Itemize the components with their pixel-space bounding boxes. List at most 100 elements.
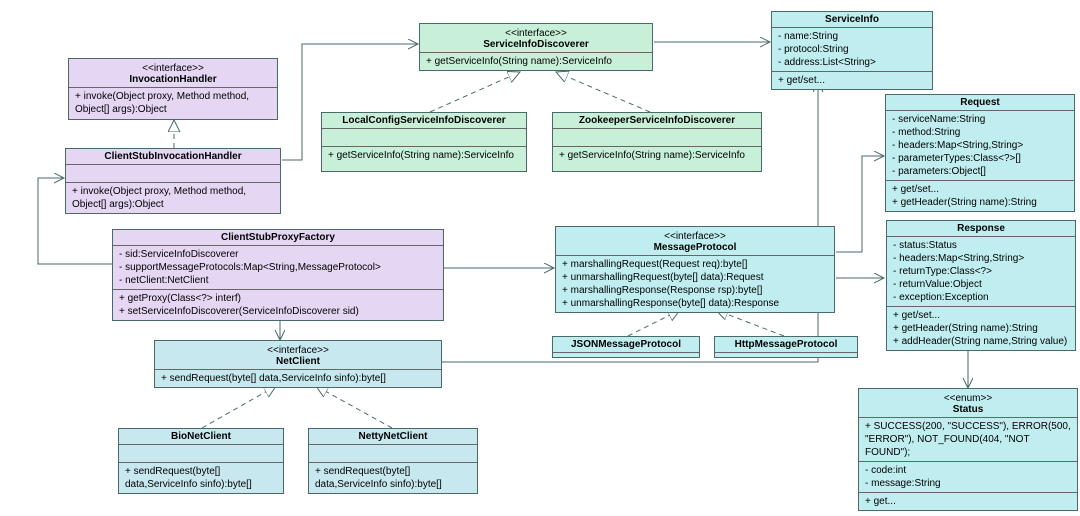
uml-section: + getProxy(Class<?> interf)+ setServiceI… <box>113 290 443 320</box>
uml-class-httpMessageProtocol: HttpMessageProtocol <box>714 336 858 358</box>
uml-member: - parameterTypes:Class<?>[] <box>892 152 1068 165</box>
uml-class-messageProtocol: <<interface>>MessageProtocol+ marshallin… <box>555 226 835 313</box>
uml-title: HttpMessageProtocol <box>715 337 857 353</box>
uml-title: <<interface>>ServiceInfoDiscoverer <box>420 24 652 53</box>
uml-section: + getServiceInfo(String name):ServiceInf… <box>553 147 761 164</box>
uml-member: - supportMessageProtocols:Map<String,Mes… <box>119 261 437 274</box>
uml-title: NettyNetClient <box>309 429 477 445</box>
uml-section: + getServiceInfo(String name):ServiceInf… <box>322 147 526 164</box>
uml-member: - code:int <box>865 464 1071 477</box>
uml-member: + invoke(Object proxy, Method method, Ob… <box>75 90 271 116</box>
uml-member: + unmarshallingRequest(byte[] data):Requ… <box>562 271 828 284</box>
uml-section: - name:String- protocol:String- address:… <box>772 28 932 72</box>
uml-member: + setServiceInfoDiscoverer(ServiceInfoDi… <box>119 305 437 318</box>
uml-class-serviceInfo: ServiceInfo - name:String- protocol:Strin… <box>771 11 933 90</box>
uml-section: - serviceName:String- method:String- hea… <box>886 111 1074 181</box>
uml-member: - headers:Map<String,String> <box>892 139 1068 152</box>
uml-title-text: Request <box>892 97 1068 108</box>
uml-title-text: HttpMessageProtocol <box>721 339 851 350</box>
uml-class-zookeeperServiceInfoDiscoverer: ZookeeperServiceInfoDiscoverer + getServ… <box>552 112 762 172</box>
uml-title-text: ZookeeperServiceInfoDiscoverer <box>559 115 755 126</box>
uml-title-text: NetClient <box>161 356 435 367</box>
uml-member <box>125 447 277 460</box>
uml-section <box>322 129 526 147</box>
uml-section: + marshallingRequest(Request req):byte[]… <box>556 256 834 312</box>
uml-title-text: LocalConfigServiceInfoDiscoverer <box>328 115 520 126</box>
uml-member <box>559 131 755 144</box>
uml-member: + sendRequest(byte[] data,ServiceInfo si… <box>161 372 435 385</box>
uml-title: ClientStubProxyFactory <box>113 230 443 246</box>
uml-member: + SUCCESS(200, "SUCCESS"), ERROR(500, "E… <box>865 420 1071 459</box>
uml-section <box>309 445 477 463</box>
uml-member: - address:List<String> <box>778 56 926 69</box>
uml-section: - code:int- message:String <box>859 462 1077 493</box>
uml-member: - netClient:NetClient <box>119 274 437 287</box>
edge-messageProtocol-request <box>836 156 884 252</box>
uml-title: <<enum>>Status <box>859 389 1077 418</box>
uml-member: + getHeader(String name):String <box>892 196 1068 209</box>
uml-member: - method:String <box>892 126 1068 139</box>
uml-title: ClientStubInvocationHandler <box>66 149 280 165</box>
uml-title-text: InvocationHandler <box>75 74 271 85</box>
uml-member: + get... <box>865 495 1071 508</box>
uml-member: + getServiceInfo(String name):ServiceInf… <box>426 55 646 68</box>
uml-section: + SUCCESS(200, "SUCCESS"), ERROR(500, "E… <box>859 418 1077 462</box>
uml-stereotype: <<enum>> <box>865 391 1071 404</box>
uml-member: + getServiceInfo(String name):ServiceInf… <box>559 149 755 162</box>
uml-class-nettyNetClient: NettyNetClient + sendRequest(byte[] data… <box>308 428 478 494</box>
uml-title: BioNetClient <box>119 429 283 445</box>
uml-section: + sendRequest(byte[] data,ServiceInfo si… <box>119 463 283 493</box>
uml-title: JSONMessageProtocol <box>553 337 699 353</box>
uml-section <box>66 165 280 183</box>
uml-member: - headers:Map<String,String> <box>893 252 1069 265</box>
uml-class-invocationHandler: <<interface>>InvocationHandler+ invoke(O… <box>68 58 278 120</box>
edge-localConfigServiceInfoDiscoverer-serviceInfoDiscoverer <box>430 72 520 112</box>
uml-member: - parameters:Object[] <box>892 165 1068 178</box>
edge-zookeeperServiceInfoDiscoverer-serviceInfoDiscoverer <box>556 72 650 112</box>
uml-section: + sendRequest(byte[] data,ServiceInfo si… <box>309 463 477 493</box>
uml-title-text: ClientStubInvocationHandler <box>72 151 274 162</box>
uml-member: - exception:Exception <box>893 291 1069 304</box>
uml-class-request: Request - serviceName:String- method:Stri… <box>885 94 1075 212</box>
uml-title-text: ClientStubProxyFactory <box>119 232 437 243</box>
uml-title: Response <box>887 221 1075 237</box>
uml-member: - protocol:String <box>778 43 926 56</box>
uml-member: + get/set... <box>778 74 926 87</box>
uml-title: ZookeeperServiceInfoDiscoverer <box>553 113 761 129</box>
edge-nettyNetClient-netClient <box>316 386 392 428</box>
uml-title: ServiceInfo <box>772 12 932 28</box>
uml-section: + sendRequest(byte[] data,ServiceInfo si… <box>155 370 441 387</box>
uml-member: + sendRequest(byte[] data,ServiceInfo si… <box>125 465 277 491</box>
uml-class-clientStubInvocationHandler: ClientStubInvocationHandler + invoke(Obj… <box>65 148 281 214</box>
uml-section: + invoke(Object proxy, Method method, Ob… <box>69 88 277 118</box>
uml-title-text: ServiceInfo <box>778 14 926 25</box>
uml-member: + getServiceInfo(String name):ServiceInf… <box>328 149 520 162</box>
uml-section: + invoke(Object proxy, Method method, Ob… <box>66 183 280 213</box>
uml-member: + get/set... <box>892 183 1068 196</box>
uml-member: - status:Status <box>893 239 1069 252</box>
uml-stereotype: <<interface>> <box>426 26 646 39</box>
uml-member: - name:String <box>778 30 926 43</box>
uml-section <box>553 129 761 147</box>
uml-section: - sid:ServiceInfoDiscoverer- supportMess… <box>113 246 443 290</box>
uml-class-status: <<enum>>Status+ SUCCESS(200, "SUCCESS"),… <box>858 388 1078 511</box>
uml-member: + sendRequest(byte[] data,ServiceInfo si… <box>315 465 471 491</box>
uml-section: + get... <box>859 493 1077 510</box>
uml-section: + get/set...+ getHeader(String name):Str… <box>887 307 1075 350</box>
edge-jsonMessageProtocol-messageProtocol <box>628 310 680 336</box>
uml-member: - message:String <box>865 477 1071 490</box>
uml-title-text: JSONMessageProtocol <box>559 339 693 350</box>
uml-member: + getHeader(String name):String <box>893 322 1069 335</box>
uml-title-text: MessageProtocol <box>562 242 828 253</box>
uml-title-text: Response <box>893 223 1069 234</box>
uml-class-response: Response - status:Status- headers:Map<Str… <box>886 220 1076 351</box>
uml-title: <<interface>>MessageProtocol <box>556 227 834 256</box>
uml-class-jsonMessageProtocol: JSONMessageProtocol <box>552 336 700 358</box>
uml-class-netClient: <<interface>>NetClient + sendRequest(byte… <box>154 340 442 388</box>
uml-section: + getServiceInfo(String name):ServiceInf… <box>420 53 652 70</box>
edge-bioNetClient-netClient <box>202 386 276 428</box>
uml-title-text: BioNetClient <box>125 431 277 442</box>
uml-section <box>119 445 283 463</box>
uml-stereotype: <<interface>> <box>161 343 435 356</box>
uml-member: + marshallingResponse(Response rsp):byte… <box>562 284 828 297</box>
